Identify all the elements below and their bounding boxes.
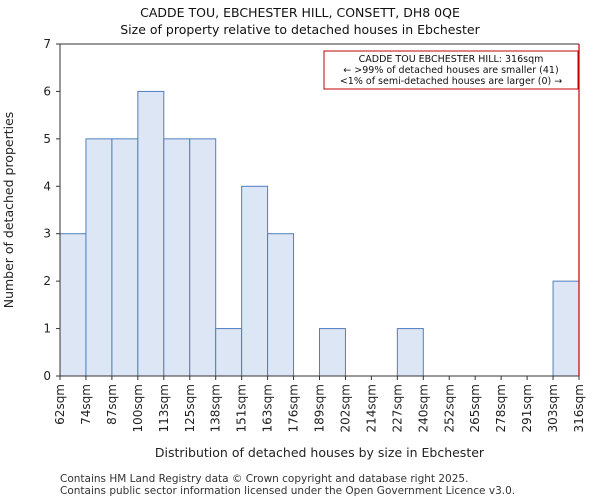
footer-line-2: Contains public sector information licen… bbox=[60, 485, 516, 497]
x-tick-label: 176sqm bbox=[287, 384, 301, 432]
x-axis-label: Distribution of detached houses by size … bbox=[155, 445, 485, 460]
histogram-bar bbox=[137, 90, 165, 377]
y-tick-label: 6 bbox=[43, 84, 51, 98]
x-tick-label: 278sqm bbox=[494, 384, 508, 432]
x-tick-label: 291sqm bbox=[520, 384, 534, 432]
histogram-bar bbox=[552, 280, 580, 377]
x-tick-label: 87sqm bbox=[105, 384, 119, 425]
x-tick-label: 163sqm bbox=[261, 384, 275, 432]
histogram-bar bbox=[163, 138, 191, 377]
x-tick-label: 113sqm bbox=[157, 384, 171, 432]
histogram-bar bbox=[111, 138, 139, 377]
annotation-line: ← >99% of detached houses are smaller (4… bbox=[343, 65, 558, 76]
x-tick-label: 214sqm bbox=[364, 384, 378, 432]
x-tick-label: 100sqm bbox=[131, 384, 145, 432]
histogram-bar bbox=[396, 328, 424, 377]
x-tick-label: 265sqm bbox=[468, 384, 482, 432]
y-tick-label: 1 bbox=[43, 322, 51, 336]
histogram-bar bbox=[267, 233, 295, 377]
annotation-box bbox=[323, 50, 579, 90]
y-tick-label: 7 bbox=[43, 37, 51, 51]
x-tick-label: 202sqm bbox=[338, 384, 352, 432]
y-axis-label: Number of detached properties bbox=[1, 112, 16, 309]
footer-line-1: Contains HM Land Registry data © Crown c… bbox=[60, 473, 469, 485]
x-tick-label: 252sqm bbox=[442, 384, 456, 432]
x-tick-label: 125sqm bbox=[183, 384, 197, 432]
histogram-bar bbox=[85, 138, 113, 377]
annotation-line: CADDE TOU EBCHESTER HILL: 316sqm bbox=[359, 54, 544, 65]
y-tick-label: 3 bbox=[43, 227, 51, 241]
annotation-line: <1% of semi-detached houses are larger (… bbox=[340, 76, 562, 87]
histogram-bar bbox=[189, 138, 217, 377]
x-tick-label: 189sqm bbox=[313, 384, 327, 432]
x-tick-label: 316sqm bbox=[572, 384, 586, 432]
y-tick-label: 2 bbox=[43, 274, 51, 288]
y-tick-label: 0 bbox=[43, 369, 51, 383]
x-tick-label: 138sqm bbox=[209, 384, 223, 432]
x-tick-label: 151sqm bbox=[235, 384, 249, 432]
histogram-bar bbox=[215, 328, 243, 377]
histogram-bar bbox=[59, 233, 87, 377]
x-tick-label: 303sqm bbox=[546, 384, 560, 432]
chart-subtitle: Size of property relative to detached ho… bbox=[120, 22, 480, 37]
y-tick-label: 4 bbox=[43, 179, 51, 193]
histogram-bar bbox=[319, 328, 346, 377]
histogram-bar bbox=[241, 185, 269, 377]
x-tick-label: 62sqm bbox=[53, 384, 67, 425]
x-tick-label: 240sqm bbox=[416, 384, 430, 432]
x-tick-label: 74sqm bbox=[79, 384, 93, 425]
chart-title: CADDE TOU, EBCHESTER HILL, CONSETT, DH8 … bbox=[140, 5, 460, 20]
y-tick-label: 5 bbox=[43, 132, 51, 146]
x-tick-label: 227sqm bbox=[390, 384, 404, 432]
